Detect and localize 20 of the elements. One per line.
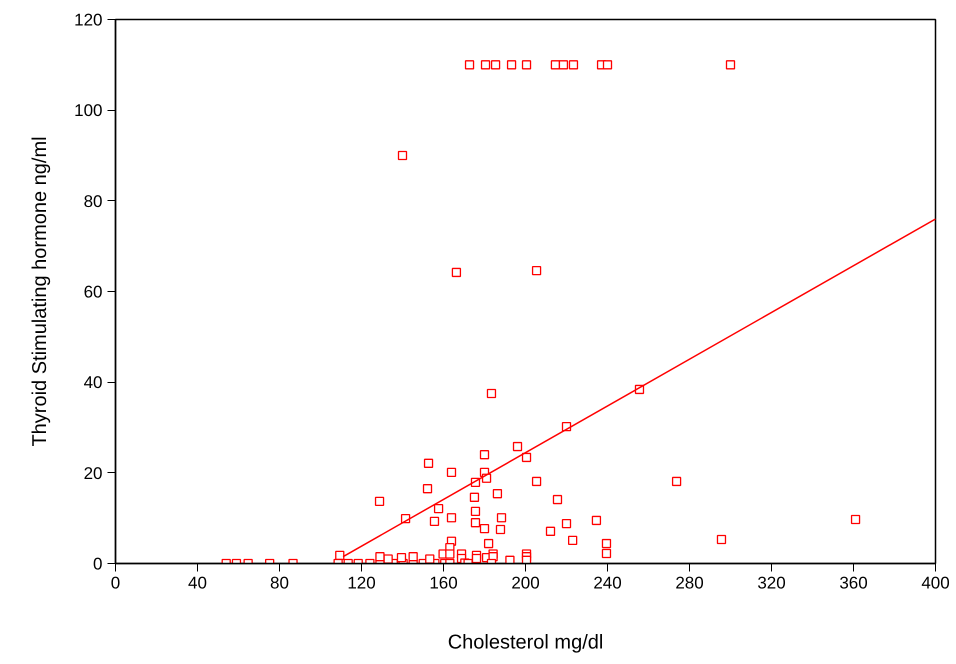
x-tick-label: 200	[511, 574, 540, 592]
y-tick-label: 120	[74, 10, 103, 30]
x-tick-label: 280	[675, 574, 704, 592]
x-tick-label: 160	[429, 574, 458, 592]
y-tick-label: 40	[84, 373, 103, 392]
x-tick-label: 320	[757, 574, 786, 592]
x-tick-label: 400	[921, 574, 950, 592]
x-tick-label: 0	[110, 574, 120, 592]
y-tick-label: 80	[84, 192, 103, 211]
x-axis-title: Cholesterol mg/dl	[448, 632, 604, 654]
y-tick-label: 60	[84, 282, 103, 302]
x-tick-label: 40	[188, 574, 207, 592]
y-tick-label: 0	[93, 554, 103, 574]
x-tick-label: 240	[593, 574, 622, 592]
y-tick-label: 100	[74, 101, 103, 120]
x-tick-label: 360	[839, 574, 868, 592]
x-tick-label: 120	[347, 574, 376, 592]
y-tick-label: 20	[84, 464, 103, 483]
y-axis-title: Thyroid Stimulating hormone ng/ml	[29, 136, 52, 447]
x-tick-label: 80	[270, 574, 289, 592]
